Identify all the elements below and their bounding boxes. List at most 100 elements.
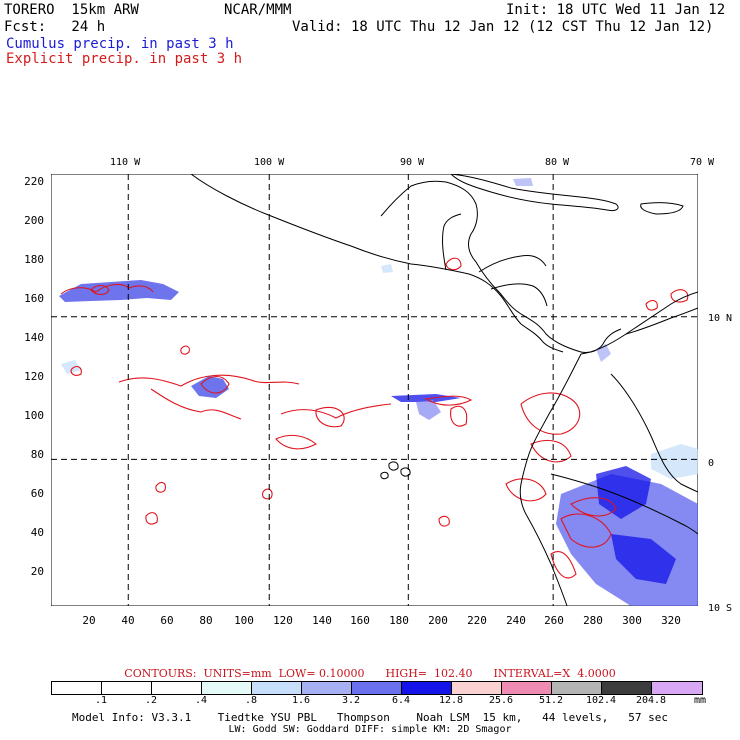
explicit-contour-caribbean-2 [645,299,658,311]
explicit-contour-caribbean-3 [670,289,689,303]
explicit-contour-itcz-7 [424,395,473,406]
colorbar-cell [152,682,202,694]
lat-label-10n: 10 N [708,313,733,324]
colorbar-cell [552,682,602,694]
y-tick: 140 [24,331,44,344]
contours-info: CONTOURS: UNITS=mm LOW= 0.10000 HIGH= 10… [124,667,616,680]
lon-label-100w: 100 W [254,157,285,168]
colorbar-tick: 12.8 [438,695,464,706]
coast-mexico [190,174,564,353]
border-guatemala [442,213,462,271]
explicit-contour-itcz-3 [200,375,230,394]
colorbar-cell [302,682,352,694]
y-tick: 80 [30,448,44,461]
x-tick: 140 [312,614,332,627]
colorbar-tick: 25.6 [488,695,514,706]
colorbar-unit: mm [694,695,707,706]
explicit-contour-itcz-6 [315,406,345,428]
colorbar-cell [252,682,302,694]
explicit-contour-itcz-2 [150,388,242,420]
y-tick: 20 [30,565,44,578]
explicit-contour-west-blob [90,284,110,296]
explicit-contour-itcz-8 [450,405,468,427]
y-tick: 160 [24,292,44,305]
colorbar-cell [602,682,652,694]
x-tick: 220 [467,614,487,627]
border-honduras [478,255,547,273]
lat-label-10s: 10 S [708,603,733,614]
y-tick: 220 [24,175,44,188]
y-tick: 40 [30,526,44,539]
x-tick: 100 [234,614,254,627]
model-info-line2: LW: Godd SW: Goddard DIFF: simple KM: 2D… [228,724,512,735]
precip-map [51,174,698,606]
explicit-contour-gulf [520,392,581,435]
border-peru [550,473,698,535]
organization: NCAR/MMM [224,2,292,18]
coast-galapagos-1 [388,461,399,471]
x-tick: 280 [583,614,603,627]
colorbar-cell [502,682,552,694]
explicit-contour-colombia [530,439,572,463]
x-tick: 20 [82,614,96,627]
cumulus-area-west [59,280,179,302]
explicit-legend: Explicit precip. in past 3 h [6,51,243,67]
explicit-contour-small-5 [438,515,450,527]
y-tick: 60 [30,487,44,500]
coast-hispaniola [640,202,684,215]
cumulus-area-amazon-core [596,466,651,519]
model-title: TORERO 15km ARW [4,2,139,18]
y-tick: 200 [24,214,44,227]
x-tick: 40 [121,614,135,627]
colorbar-cell [202,682,252,694]
coast-venezuela [625,307,698,335]
explicit-contour-peru-2 [570,497,617,517]
cumulus-area-gulf [416,400,441,420]
colorbar-tick: 204.8 [635,695,667,706]
coast-cuba [450,174,619,211]
explicit-contour-small-2 [155,481,166,493]
colorbar-tick: 51.2 [538,695,564,706]
x-tick: 80 [199,614,213,627]
valid-time: Valid: 18 UTC Thu 12 Jan 12 (12 CST Thu … [292,19,714,35]
lat-label-0: 0 [708,458,715,469]
explicit-contour-small-1 [70,365,82,376]
colorbar-tick: 102.4 [585,695,617,706]
precip-colorbar [51,681,703,695]
coast-south-america [519,291,698,606]
colorbar-tick: 3.2 [341,695,361,706]
x-tick: 320 [661,614,681,627]
coast-central-america [475,261,622,353]
y-tick: 180 [24,253,44,266]
colorbar-cell [102,682,152,694]
coast-galapagos-2 [400,467,411,477]
colorbar-cell [402,682,452,694]
model-info-line1: Model Info: V3.3.1 Tiedtke YSU PBL Thomp… [71,711,669,724]
colorbar-cell [652,682,702,694]
explicit-contour-peru [560,513,612,548]
border-nicaragua [490,283,548,307]
y-tick: 100 [24,409,44,422]
explicit-precip-contours [60,257,689,579]
x-tick: 180 [389,614,409,627]
lon-label-70w: 70 W [690,157,715,168]
init-time: Init: 18 UTC Wed 11 Jan 12 [506,2,726,18]
colorbar-tick: 1.6 [291,695,311,706]
colorbar-cell [52,682,102,694]
explicit-contour-small-6 [180,345,190,355]
x-tick: 240 [506,614,526,627]
lon-label-90w: 90 W [400,157,425,168]
cumulus-area-amazon-south [611,534,676,584]
cumulus-legend: Cumulus precip. in past 3 h [6,36,234,52]
explicit-contour-small-3 [145,512,158,525]
explicit-contour-andes [550,551,577,579]
lon-label-80w: 80 W [545,157,570,168]
y-tick: 120 [24,370,44,383]
colorbar-tick: 6.4 [391,695,411,706]
forecast-hour: Fcst: 24 h [4,19,106,35]
cumulus-area-caribbean [513,178,533,186]
coast-galapagos-3 [380,471,389,480]
colorbar-tick: .1 [94,695,108,706]
x-tick: 120 [273,614,293,627]
explicit-contour-itcz-4 [280,403,392,419]
